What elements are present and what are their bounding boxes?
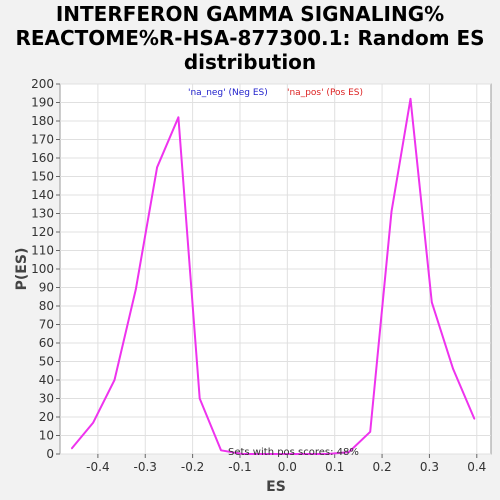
y-tick-label: 120 (31, 225, 54, 239)
y-tick-label: 70 (39, 318, 54, 332)
grid-lines (60, 84, 491, 454)
y-tick-label: 40 (39, 373, 54, 387)
y-tick-label: 90 (39, 281, 54, 295)
y-tick-label: 180 (31, 114, 54, 128)
es-data-point (92, 422, 94, 424)
es-data-point (178, 117, 180, 119)
x-tick-label: -0.3 (134, 460, 157, 474)
x-tick-label: -0.2 (181, 460, 204, 474)
y-tick-label: 160 (31, 151, 54, 165)
x-tick-label: 0.3 (420, 460, 439, 474)
pos-scores-note: Sets with pos scores: 48% (228, 447, 359, 458)
legend-pos-es: 'na_pos' (Pos ES) (287, 88, 363, 98)
es-data-point (220, 450, 222, 452)
y-tick-label: 140 (31, 188, 54, 202)
es-data-point (135, 289, 137, 291)
y-tick-label: 200 (31, 77, 54, 91)
y-axis-title: P(ES) (14, 248, 30, 291)
x-tick-label: 0.2 (373, 460, 392, 474)
es-data-point (156, 166, 158, 168)
y-tick-label: 150 (31, 170, 54, 184)
legend-neg-es: 'na_neg' (Neg ES) (188, 88, 268, 98)
x-tick-label: 0.0 (278, 460, 297, 474)
y-tick-label: 190 (31, 96, 54, 110)
y-tick-label: 130 (31, 207, 54, 221)
x-tick-label: 0.4 (467, 460, 486, 474)
es-data-point (114, 379, 116, 381)
es-data-point (369, 431, 371, 433)
y-tick-label: 20 (39, 410, 54, 424)
y-tick-label: 60 (39, 336, 54, 350)
y-tick-label: 0 (46, 447, 54, 461)
es-data-point (391, 211, 393, 213)
es-data-point (410, 98, 412, 100)
x-axis-title: ES (266, 479, 286, 495)
y-axis-ticks: 0 10 20 30 40 50 60 70 80 90 100 110 120 130 140 150 160… (31, 77, 60, 461)
x-tick-label: -0.4 (86, 460, 109, 474)
es-data-point (474, 418, 476, 420)
es-data-point (71, 448, 73, 450)
es-data-point (199, 398, 201, 400)
x-tick-label: -0.1 (228, 460, 251, 474)
y-tick-label: 80 (39, 299, 54, 313)
y-tick-label: 110 (31, 244, 54, 258)
y-tick-label: 30 (39, 392, 54, 406)
y-tick-label: 100 (31, 262, 54, 276)
es-data-point (452, 368, 454, 370)
es-data-point (431, 302, 433, 304)
y-tick-label: 10 (39, 429, 54, 443)
y-tick-label: 170 (31, 133, 54, 147)
x-tick-label: 0.1 (325, 460, 344, 474)
y-tick-label: 50 (39, 355, 54, 369)
